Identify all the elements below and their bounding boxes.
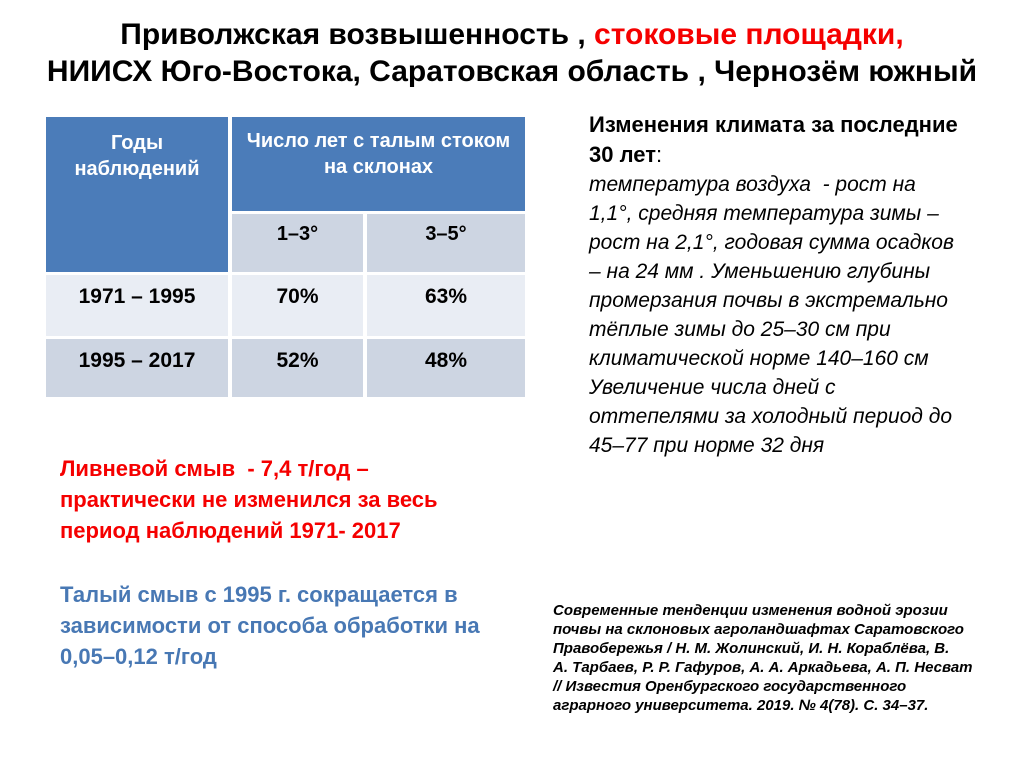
climate-body-text: температура воздуха - рост на 1,1°, сред…	[589, 173, 954, 457]
climate-heading-colon: :	[656, 142, 663, 167]
table-header-runoff: Число лет с талым стоком на склонах	[232, 117, 525, 211]
title-line-2: НИИСХ Юго-Востока, Саратовская область ,…	[46, 55, 978, 88]
climate-change-text-block: Изменения климата за последние 30 лет: т…	[589, 110, 1024, 460]
table-subheader-slope-1-3: 1–3°	[232, 214, 363, 272]
title-line-1-black: Приволжская возвышенность ,	[120, 18, 595, 51]
table-cell-period-2-slope-3-5: 48%	[367, 339, 525, 397]
climate-heading-text: Изменения климата за последние 30 лет	[589, 112, 958, 167]
title-line-1: Приволжская возвышенность , стоковые пло…	[0, 16, 1024, 53]
runoff-table: Годы наблюдений Число лет с талым стоком…	[46, 117, 525, 397]
table-cell-period-2: 1995 – 2017	[46, 339, 228, 397]
table-subheader-slope-3-5: 3–5°	[367, 214, 525, 272]
source-citation: Современные тенденции изменения водной э…	[553, 602, 973, 714]
slide-title: Приволжская возвышенность , стоковые пло…	[0, 16, 1024, 90]
table-header-years: Годы наблюдений	[46, 117, 228, 272]
title-line-1-red-highlight: стоковые площадки,	[594, 18, 904, 51]
storm-runoff-note: Ливневой смыв - 7,4 т/год – практически …	[60, 456, 438, 543]
table-cell-period-1-slope-1-3: 70%	[232, 275, 363, 336]
table-cell-period-2-slope-1-3: 52%	[232, 339, 363, 397]
table-cell-period-1: 1971 – 1995	[46, 275, 228, 336]
melt-runoff-note: Талый смыв с 1995 г. сокращается в завис…	[60, 582, 480, 669]
climate-heading: Изменения климата за последние 30 лет:	[589, 110, 1024, 170]
table-cell-period-1-slope-3-5: 63%	[367, 275, 525, 336]
